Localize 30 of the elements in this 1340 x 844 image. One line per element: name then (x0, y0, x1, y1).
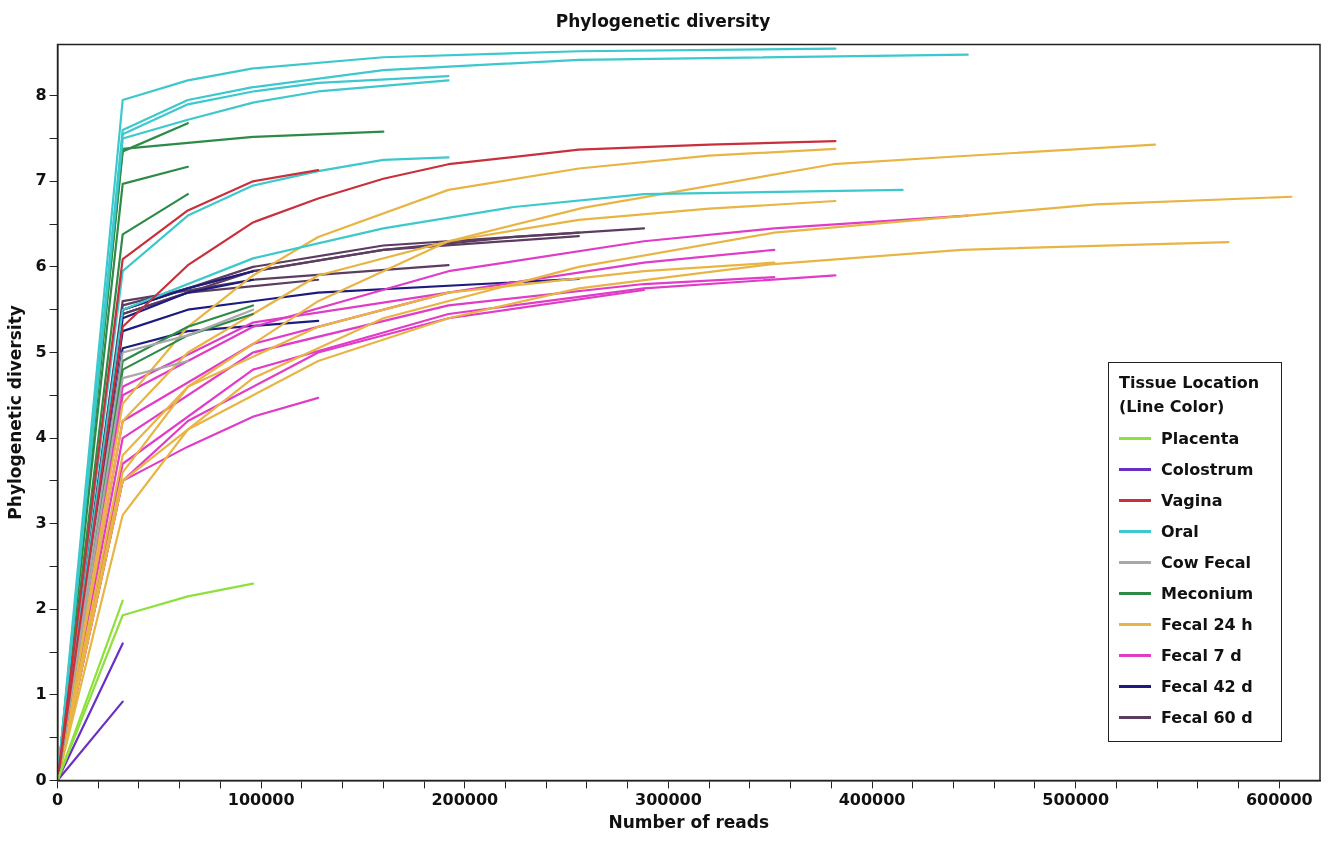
y-tick-label: 1 (35, 683, 47, 703)
y-tick-label: 5 (35, 341, 47, 361)
legend-label: Fecal 60 d (1161, 708, 1253, 728)
legend-label: Meconium (1161, 584, 1254, 604)
x-tick-label: 0 (51, 790, 64, 810)
x-axis-title: Number of reads (608, 812, 770, 833)
y-tick-label: 0 (35, 769, 47, 789)
y-tick-label: 6 (35, 256, 47, 276)
legend-label: Vagina (1161, 491, 1223, 511)
x-tick-label: 400000 (838, 790, 906, 810)
legend-label: Fecal 24 h (1161, 615, 1253, 635)
x-tick-label: 300000 (635, 790, 702, 810)
x-tick-label: 200000 (431, 790, 499, 810)
legend-label: Fecal 42 d (1161, 677, 1253, 697)
y-axis-title: Phylogenetic diversity (4, 305, 25, 520)
x-tick-label: 500000 (1042, 790, 1110, 810)
y-tick-label: 8 (35, 84, 47, 104)
legend-label: Fecal 7 d (1161, 646, 1242, 666)
x-tick-label: 100000 (227, 790, 295, 810)
y-tick-label: 3 (35, 512, 47, 532)
legend-label: Placenta (1161, 429, 1240, 449)
y-tick-label: 4 (35, 427, 47, 447)
legend-label: Colostrum (1161, 460, 1254, 480)
x-tick-label: 600000 (1245, 790, 1313, 810)
chart-title: Phylogenetic diversity (555, 10, 771, 31)
y-tick-label: 2 (35, 598, 47, 618)
y-tick-label: 7 (35, 170, 47, 190)
legend-label: Cow Fecal (1161, 553, 1251, 573)
legend-label: Oral (1161, 522, 1199, 542)
legend-title: Tissue Location (Line Color) (1119, 372, 1261, 419)
